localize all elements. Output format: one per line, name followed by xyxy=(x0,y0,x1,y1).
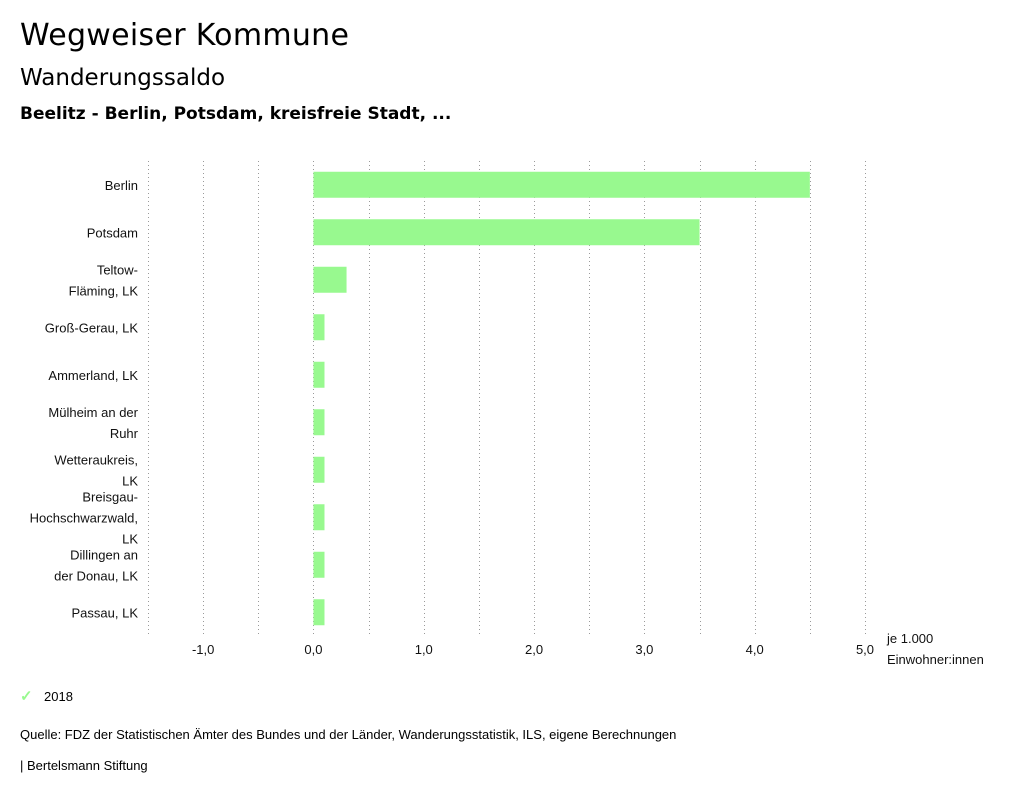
category-label: LK xyxy=(122,473,138,488)
x-tick-label: 1,0 xyxy=(415,642,433,657)
category-label: Dillingen an xyxy=(70,547,138,562)
x-tick-label: 3,0 xyxy=(635,642,653,657)
page-title: Wegweiser Kommune xyxy=(20,18,350,53)
bar-groß-gerau-lk[interactable] xyxy=(313,314,325,341)
x-tick-label: -1,0 xyxy=(192,642,214,657)
bar-potsdam[interactable] xyxy=(313,219,700,246)
category-label: Fläming, LK xyxy=(69,283,139,298)
x-tick-label: 4,0 xyxy=(746,642,764,657)
category-label: Wetteraukreis, xyxy=(54,452,138,467)
category-label: Ruhr xyxy=(110,426,139,441)
category-label: Passau, LK xyxy=(72,605,139,620)
chart-subtitle: Wanderungssaldo xyxy=(20,65,226,91)
legend-check-icon[interactable]: ✓ xyxy=(20,688,33,705)
category-label: Berlin xyxy=(105,178,138,193)
category-label: Hochschwarzwald, xyxy=(30,510,138,525)
category-label: LK xyxy=(122,531,138,546)
bar-chart: -1,0 0,0 1,0 2,0 3,0 4,0 5,0 je 1.000 Einwohner:… xyxy=(30,161,984,667)
x-axis-unit-label: Einwohner:innen xyxy=(887,652,984,667)
brand-note: | Bertelsmann Stiftung xyxy=(20,758,148,773)
legend-label: 2018 xyxy=(44,688,73,704)
bar-passau-lk[interactable] xyxy=(313,599,325,626)
category-label: der Donau, LK xyxy=(54,568,138,583)
bar-wetteraukreis-lk[interactable] xyxy=(313,456,325,483)
bar-dillingen-an-der-donau-lk[interactable] xyxy=(313,551,325,578)
bar-teltow-fläming-lk[interactable] xyxy=(313,266,347,293)
legend[interactable]: ✓ 2018 xyxy=(20,687,73,705)
bar-mülheim-an-der-ruhr[interactable] xyxy=(313,409,325,436)
x-axis-unit-label: je 1.000 xyxy=(886,631,933,646)
source-note: Quelle: FDZ der Statistischen Ämter des … xyxy=(20,727,677,742)
bar-berlin[interactable] xyxy=(313,171,810,198)
category-label: Mülheim an der xyxy=(48,405,138,420)
category-label: Potsdam xyxy=(87,225,138,240)
x-tick-label: 0,0 xyxy=(304,642,322,657)
category-label: Breisgau- xyxy=(82,489,138,504)
bar-breisgau-hochschwarzwald-lk[interactable] xyxy=(313,504,325,531)
x-tick-label: 2,0 xyxy=(525,642,543,657)
category-label: Ammerland, LK xyxy=(48,368,138,383)
x-tick-label: 5,0 xyxy=(856,642,874,657)
region-selector[interactable]: Beelitz - Berlin, Potsdam, kreisfreie St… xyxy=(20,104,452,124)
category-label: Groß-Gerau, LK xyxy=(45,320,139,335)
category-label: Teltow- xyxy=(97,262,138,277)
bar-ammerland-lk[interactable] xyxy=(313,361,325,388)
